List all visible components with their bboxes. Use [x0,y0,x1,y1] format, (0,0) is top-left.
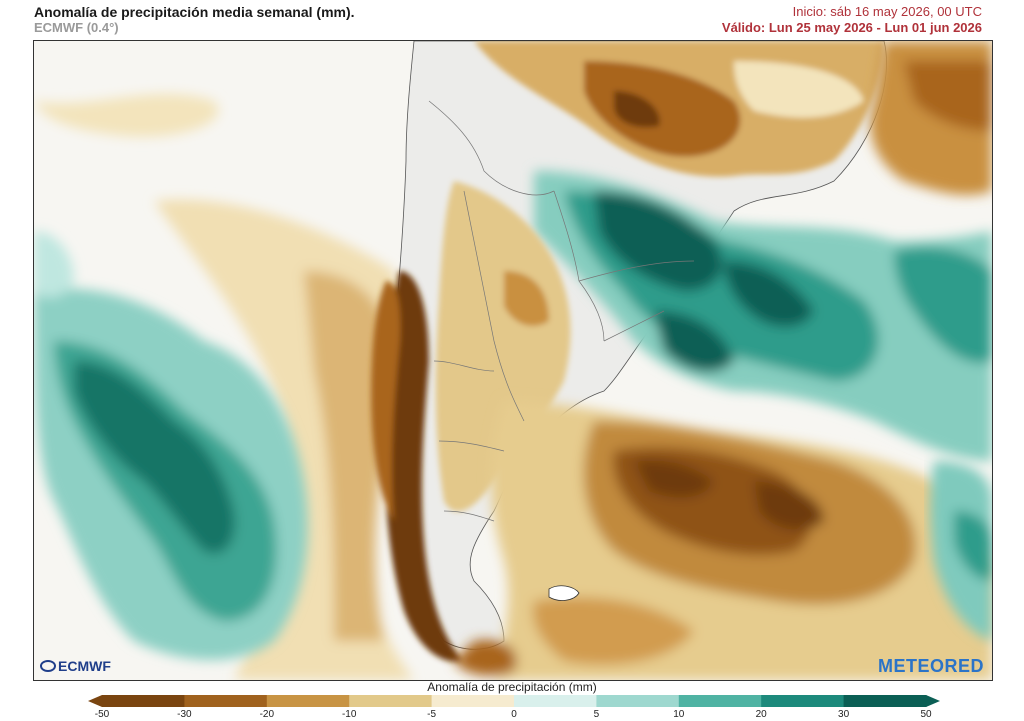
colorbar-tick-label: 0 [511,709,517,720]
init-time-label: Inicio: sáb 16 may 2026, 00 UTC [792,4,982,19]
colorbar-tick-label: -10 [341,709,357,720]
pacific-dry-band [34,93,414,680]
falkland-islands [548,585,580,601]
colorbar-tick-label: 50 [920,709,932,720]
colorbar-segment [266,695,350,707]
colorbar-tick-label: -30 [177,709,192,720]
colorbar-right-arrow [926,695,940,707]
ecmwf-glyph-icon [40,660,56,672]
model-label: ECMWF (0.4°) [34,20,119,35]
colorbar-segment [184,695,268,707]
colorbar-segment [349,695,433,707]
legend-label: Anomalía de precipitación (mm) [427,680,597,694]
colorbar-tick-label: -50 [94,709,110,720]
south-atlantic-dry-region [454,401,992,680]
precipitation-anomaly-map [33,40,993,681]
colorbar-tick-label: 30 [838,709,850,720]
ecmwf-logo-icon: ECMWF [40,658,111,674]
valid-period-label: Válido: Lun 25 may 2026 - Lun 01 jun 202… [721,20,982,35]
map-title: Anomalía de precipitación media semanal … [34,4,355,20]
color-bar [88,695,940,707]
meteored-logo-icon: METEORED [877,656,984,676]
east-wet-region [930,461,992,641]
atlantic-wet-band [534,171,992,461]
colorbar-segment [678,695,762,707]
colorbar-segment [102,695,185,707]
northeast-dry-region [870,41,992,196]
colorbar-segment [431,695,515,707]
colorbar-tick-label: -5 [427,709,437,720]
colorbar-segment [596,695,680,707]
colorbar-segment [843,695,927,707]
brazil-dry-region [474,41,884,177]
andes-dry-strip [371,271,464,662]
colorbar-segment [514,695,597,707]
country-borders [428,100,695,522]
pacific-wet-region [34,231,308,660]
colorbar-tick-label: -20 [259,709,275,720]
color-bar-ticks: -50 -30 -20 -10 -5 0 5 10 20 30 50 [0,709,1024,721]
colorbar-tick-label: 20 [755,709,767,720]
colorbar-tick-label: 5 [593,709,600,720]
colorbar-tick-label: 10 [673,709,685,720]
ecmwf-logo-text: ECMWF [58,658,111,674]
argentina-dry-region [435,181,571,512]
colorbar-segment [761,695,845,707]
colorbar-left-arrow [88,695,102,707]
